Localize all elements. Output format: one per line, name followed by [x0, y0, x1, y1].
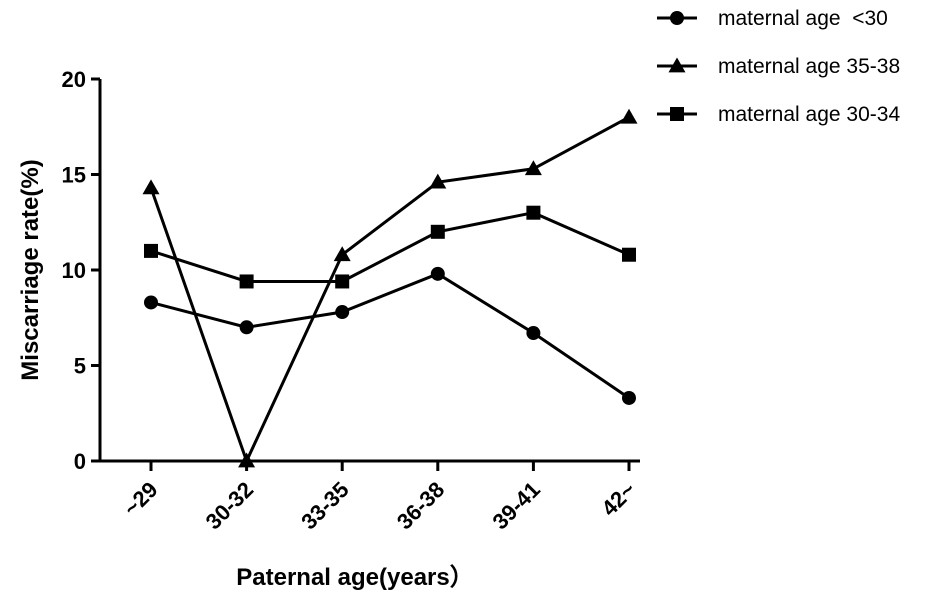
y-tick-label: 5	[74, 354, 86, 379]
data-point-square	[144, 243, 158, 258]
series-line-triangle	[149, 115, 630, 465]
legend-label: maternal age 30-34	[718, 103, 900, 126]
data-point-square	[526, 205, 541, 220]
x-tick-label: 30-32	[201, 477, 258, 534]
x-tick-label: 36-38	[392, 477, 449, 534]
x-axis-title: Paternal age(years）	[236, 564, 473, 591]
data-point-circle	[526, 326, 541, 341]
legend-label: maternal age 35-38	[718, 55, 900, 78]
data-point-circle	[430, 266, 445, 281]
data-point-square	[622, 247, 636, 262]
legend-marker-square	[670, 107, 684, 121]
data-point-triangle	[524, 160, 542, 176]
series-triangle	[142, 108, 638, 468]
data-point-triangle	[429, 173, 447, 189]
legend: maternal age <30 maternal age 35-38 matern…	[657, 7, 900, 126]
series-line-square	[150, 211, 630, 283]
data-point-triangle	[333, 246, 351, 262]
legend-item: maternal age 30-34	[657, 103, 900, 126]
data-point-circle	[335, 305, 350, 320]
legend-marker-triangle	[668, 57, 686, 73]
data-point-triangle	[238, 452, 256, 468]
data-point-circle	[239, 320, 254, 335]
legend-item: maternal age 35-38	[657, 55, 900, 78]
legend-marker-circle	[670, 11, 684, 25]
y-tick-label: 0	[74, 449, 86, 474]
series-square	[144, 205, 636, 289]
series-group	[142, 108, 638, 468]
data-point-triangle	[620, 108, 638, 124]
legend-label: maternal age <30	[718, 7, 888, 30]
y-tick-label: 10	[62, 258, 86, 283]
data-point-circle	[622, 390, 636, 405]
series-circle	[144, 266, 636, 405]
x-tick-label: 42~	[596, 477, 640, 521]
x-tick-label: 39-41	[487, 477, 544, 534]
y-tick-label: 20	[62, 67, 86, 92]
data-point-circle	[144, 295, 158, 310]
y-axis-title: Miscarriage rate(%)	[17, 159, 44, 380]
x-tick-label: ~29	[118, 477, 162, 521]
data-point-square	[239, 274, 254, 289]
y-tick-label: 15	[62, 163, 86, 188]
legend-item: maternal age <30	[657, 7, 888, 30]
data-point-square	[335, 274, 350, 289]
x-ticks: ~29 30-32 33-35 36-38 39-41 42~	[118, 461, 641, 534]
y-ticks: 0 5 10 15 20	[62, 67, 100, 474]
x-tick-label: 33-35	[296, 477, 353, 534]
data-point-triangle	[142, 179, 160, 195]
series-line-circle	[150, 272, 630, 400]
data-point-square	[430, 224, 445, 239]
